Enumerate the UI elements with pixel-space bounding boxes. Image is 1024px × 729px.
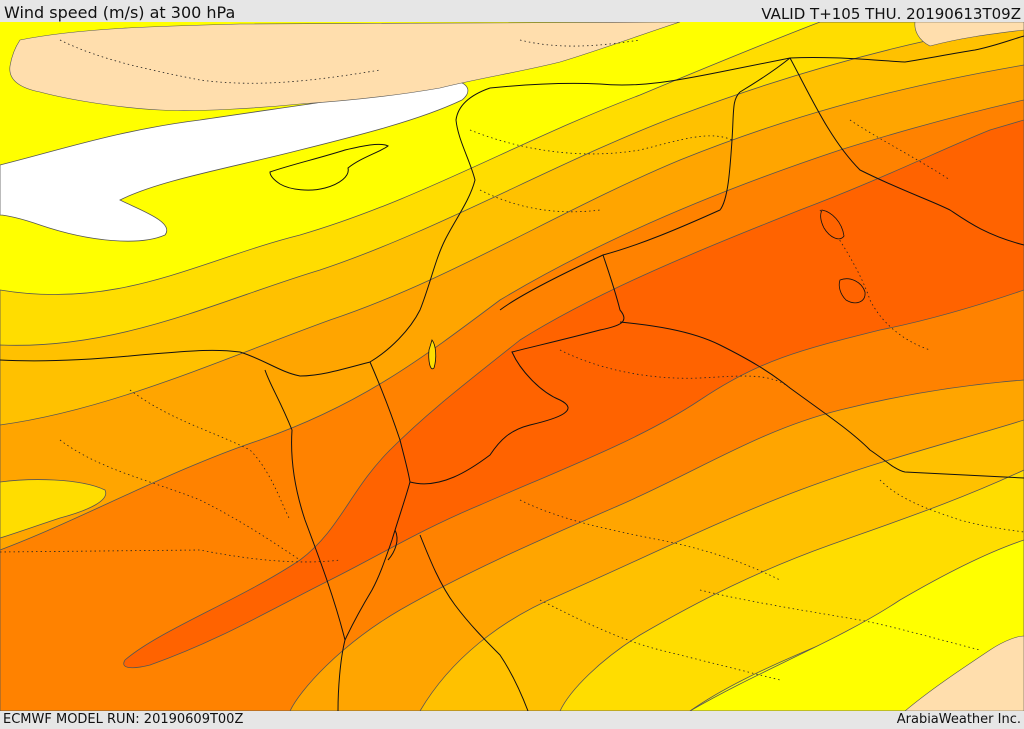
- lake-northeast: [820, 209, 845, 240]
- country-borders: [0, 35, 1024, 711]
- model-run-label: ECMWF MODEL RUN: 20190609T00Z: [3, 712, 244, 727]
- land-southeast: [904, 635, 1024, 711]
- credit-label: ArabiaWeather Inc.: [896, 712, 1021, 727]
- band-yellow-patch-west: [0, 479, 107, 539]
- valid-time-label: VALID T+105 THU. 20190613T09Z: [761, 5, 1021, 23]
- wind-speed-map: [0, 22, 1024, 711]
- band-red-orange-core: [123, 119, 1024, 669]
- map-title: Wind speed (m/s) at 300 hPa: [4, 3, 236, 22]
- map-footer: ECMWF MODEL RUN: 20190609T00Z ArabiaWeat…: [0, 711, 1024, 729]
- lake-dead-sea: [428, 339, 437, 370]
- map-header: Wind speed (m/s) at 300 hPa VALID T+105 …: [0, 0, 1024, 23]
- land-northeast-fringe: [914, 22, 1024, 47]
- admin-boundaries: [0, 39, 1024, 681]
- land-north: [9, 22, 681, 111]
- lake-eastern: [838, 278, 866, 304]
- band-yellow-southeast: [689, 539, 1024, 711]
- band-white-low-speed: [0, 79, 469, 242]
- island-cyprus: [269, 143, 389, 191]
